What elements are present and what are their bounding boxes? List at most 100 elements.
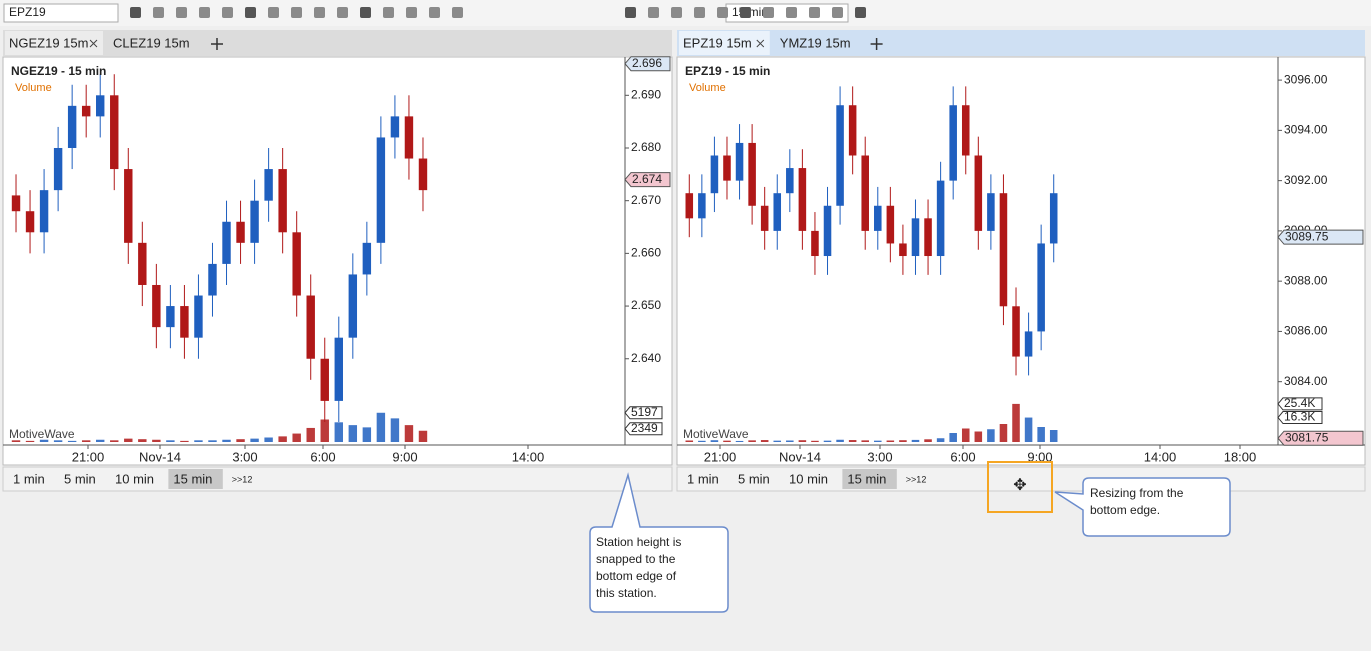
y-tick-label: 2.690	[631, 87, 661, 101]
period-button[interactable]: 10 min	[789, 471, 828, 486]
volume-tag-label: 2349	[631, 421, 658, 435]
tool-icon[interactable]	[130, 7, 141, 18]
candle-body	[836, 105, 844, 206]
y-tick-label: 3086.00	[1284, 324, 1328, 338]
volume-bar	[735, 440, 744, 442]
x-tick-label: 6:00	[950, 449, 975, 464]
tool-icon[interactable]	[671, 7, 682, 18]
volume-bar	[292, 433, 301, 442]
tool-icon[interactable]	[383, 7, 394, 18]
x-tick-label: 3:00	[867, 449, 892, 464]
symbol-box[interactable]	[3, 3, 119, 23]
period-button[interactable]: 15 min	[847, 471, 886, 486]
station: NGEZ19 15m CLEZ19 15m 2.640 2.650 2.660 2.670…	[2, 30, 673, 492]
tool-icon[interactable]	[337, 7, 348, 18]
x-tick-label: 14:00	[1144, 449, 1177, 464]
toolbar-icons	[130, 7, 866, 18]
volume-bar	[67, 440, 77, 442]
volume-bar	[25, 440, 35, 442]
tool-icon[interactable]	[832, 7, 843, 18]
price-tag	[1277, 430, 1364, 446]
candle-body	[110, 95, 119, 170]
volume-bar	[390, 418, 400, 442]
tool-icon[interactable]	[809, 7, 820, 18]
tool-icon[interactable]	[740, 7, 751, 18]
volume-tag	[624, 406, 663, 420]
volume-bar	[773, 440, 782, 442]
tab-label: CLEZ19 15m	[113, 35, 190, 50]
tool-icon[interactable]	[763, 7, 774, 18]
x-tick-label: 3:00	[232, 449, 257, 464]
tool-icon[interactable]	[360, 7, 371, 18]
period-button[interactable]: >>12	[232, 474, 253, 484]
candle-body	[848, 105, 857, 156]
tool-icon[interactable]	[406, 7, 417, 18]
volume-bar	[786, 440, 794, 442]
candle-body	[999, 193, 1008, 307]
candle-body	[987, 193, 995, 231]
y-tick-label: 3092.00	[1284, 173, 1328, 187]
candle-body	[334, 337, 343, 401]
period-button[interactable]: 15 min	[173, 471, 212, 486]
price-tag	[624, 56, 671, 72]
period-button[interactable]: 1 min	[13, 471, 45, 486]
period-button[interactable]: 1 min	[687, 471, 719, 486]
tab-close[interactable]	[89, 39, 98, 48]
tool-icon[interactable]	[176, 7, 187, 18]
candle-body	[264, 169, 273, 201]
tool-icon[interactable]	[268, 7, 279, 18]
candle-body	[11, 195, 21, 212]
candle-body	[67, 105, 77, 148]
new-tab[interactable]	[870, 38, 883, 50]
tool-icon[interactable]	[648, 7, 659, 18]
tool-icon[interactable]	[222, 7, 233, 18]
tool-icon[interactable]	[694, 7, 705, 18]
candle-body	[685, 193, 694, 219]
candle-body	[53, 147, 63, 191]
candle-body	[124, 169, 133, 243]
tool-icon[interactable]	[452, 7, 463, 18]
tool-icon[interactable]	[625, 7, 636, 18]
tool-icon[interactable]	[245, 7, 256, 18]
volume-bar	[936, 438, 945, 442]
period-button[interactable]: >>12	[906, 474, 927, 484]
tool-icon[interactable]	[429, 7, 440, 18]
volume-bar	[208, 440, 217, 442]
candle-body	[961, 105, 970, 156]
tab-bar	[677, 30, 1365, 56]
candle-body	[748, 142, 756, 206]
tool-icon[interactable]	[717, 7, 728, 18]
candle-body	[798, 168, 807, 231]
candle-body	[25, 211, 35, 233]
tool-icon[interactable]	[153, 7, 164, 18]
period-button[interactable]: 5 min	[64, 471, 96, 486]
candle-body	[180, 306, 189, 338]
study-label: Volume	[15, 82, 52, 94]
tab[interactable]	[5, 31, 103, 55]
tool-icon[interactable]	[291, 7, 302, 18]
period-button[interactable]: 5 min	[738, 471, 770, 486]
volume-bar	[264, 437, 273, 442]
price-tag-label: 2.674	[632, 172, 662, 186]
candle-body	[376, 137, 386, 243]
tool-icon[interactable]	[855, 7, 866, 18]
tab-close[interactable]	[756, 39, 765, 48]
candle-body	[166, 306, 175, 328]
period-bar	[2, 466, 673, 492]
volume-bar	[11, 440, 21, 442]
period-selected[interactable]	[842, 469, 897, 489]
tool-icon[interactable]	[199, 7, 210, 18]
new-tab[interactable]	[211, 38, 223, 50]
tab[interactable]	[679, 31, 770, 55]
period-selected[interactable]	[168, 469, 223, 489]
period-bar	[676, 466, 1366, 492]
tool-icon[interactable]	[786, 7, 797, 18]
tool-icon[interactable]	[314, 7, 325, 18]
volume-bar	[1024, 417, 1033, 442]
volume-bar	[250, 438, 259, 442]
stations: NGEZ19 15m CLEZ19 15m 2.640 2.650 2.660 2.670…	[2, 30, 1366, 492]
period-button[interactable]: 10 min	[115, 471, 154, 486]
candle-body	[710, 155, 719, 194]
candle-body	[786, 168, 794, 194]
